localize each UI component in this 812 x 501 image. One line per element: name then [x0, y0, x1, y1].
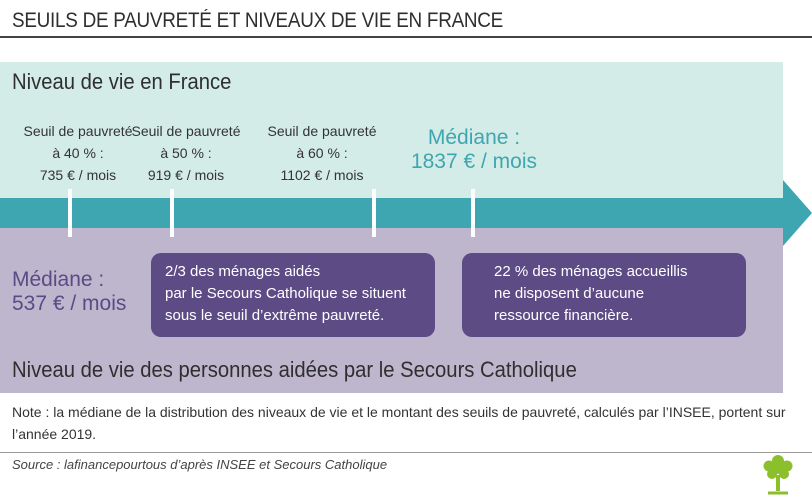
threshold-amount: 1102 € / mois [280, 167, 364, 183]
threshold-percent: à 50 % : [160, 145, 212, 161]
callout-line: ne disposent d’aucune [494, 285, 645, 302]
top-panel-heading: Niveau de vie en France [12, 69, 232, 94]
threshold-60: Seuil de pauvreté à 60 % : 1102 € / mois [262, 120, 382, 186]
arrow-shape [0, 180, 812, 246]
title-divider [0, 36, 812, 38]
scale-arrow [0, 180, 812, 246]
page-title: SEUILS DE PAUVRETÉ ET NIVEAUX DE VIE EN … [12, 9, 504, 32]
callout-line: sous le seuil d’extrême pauvreté. [165, 307, 385, 324]
france-living-standard-panel [0, 62, 783, 208]
callout-line: ressource financière. [494, 307, 634, 324]
threshold-label: Seuil de pauvreté [131, 123, 241, 139]
threshold-label: Seuil de pauvreté [23, 123, 133, 139]
france-median-value: 1837 € / mois [410, 150, 538, 173]
threshold-50: Seuil de pauvreté à 50 % : 919 € / mois [126, 120, 246, 186]
aided-median: Médiane : 537 € / mois [12, 268, 142, 316]
tick-60 [372, 189, 376, 237]
threshold-40: Seuil de pauvreté à 40 % : 735 € / mois [18, 120, 138, 186]
france-median: Médiane : 1837 € / mois [394, 126, 554, 174]
tree-logo-icon [763, 455, 793, 495]
tick-50 [170, 189, 174, 237]
threshold-amount: 919 € / mois [147, 167, 225, 183]
threshold-percent: à 40 % : [52, 145, 104, 161]
tick-median [471, 189, 475, 237]
threshold-label: Seuil de pauvreté [267, 123, 377, 139]
france-median-label: Médiane : [427, 126, 521, 149]
threshold-percent: à 60 % : [296, 145, 348, 161]
aided-median-value: 537 € / mois [12, 292, 127, 315]
footnote: Note : la médiane de la distribution des… [12, 404, 786, 442]
source-divider [0, 452, 812, 453]
source-credit: Source : lafinancepourtous d’après INSEE… [12, 457, 388, 472]
aided-median-label: Médiane : [12, 268, 105, 291]
callout-line: 22 % des ménages accueillis [494, 263, 688, 280]
extreme-poverty-callout: 2/3 des ménages aidés par le Secours Cat… [151, 253, 435, 337]
tick-40 [68, 189, 72, 237]
no-income-callout: 22 % des ménages accueillis ne disposent… [462, 253, 746, 337]
bottom-panel-heading: Niveau de vie des personnes aidées par l… [12, 357, 577, 382]
callout-line: par le Secours Catholique se situent [165, 285, 406, 302]
callout-line: 2/3 des ménages aidés [165, 263, 321, 280]
threshold-amount: 735 € / mois [39, 167, 117, 183]
